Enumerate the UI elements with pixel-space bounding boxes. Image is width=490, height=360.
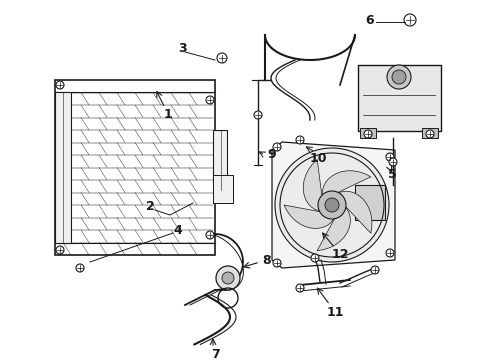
Polygon shape xyxy=(335,191,372,233)
FancyBboxPatch shape xyxy=(360,128,376,138)
Text: 12: 12 xyxy=(331,248,349,261)
Circle shape xyxy=(275,148,389,262)
FancyBboxPatch shape xyxy=(213,130,227,190)
Circle shape xyxy=(318,191,346,219)
FancyBboxPatch shape xyxy=(355,185,385,220)
Circle shape xyxy=(392,70,406,84)
Circle shape xyxy=(296,136,304,144)
Circle shape xyxy=(386,153,394,161)
Text: 5: 5 xyxy=(388,168,396,181)
Circle shape xyxy=(56,246,64,254)
FancyBboxPatch shape xyxy=(55,92,71,243)
FancyBboxPatch shape xyxy=(213,175,233,203)
Polygon shape xyxy=(303,159,324,211)
Text: 4: 4 xyxy=(173,224,182,237)
Circle shape xyxy=(389,158,397,166)
Text: 7: 7 xyxy=(211,347,220,360)
Polygon shape xyxy=(272,142,395,268)
Polygon shape xyxy=(317,205,350,251)
Polygon shape xyxy=(322,171,371,199)
Text: 9: 9 xyxy=(268,148,276,162)
Text: 11: 11 xyxy=(326,306,344,319)
Circle shape xyxy=(296,284,304,292)
Circle shape xyxy=(217,53,227,63)
FancyBboxPatch shape xyxy=(358,64,441,130)
Circle shape xyxy=(273,259,281,267)
Text: 1: 1 xyxy=(164,108,172,122)
Circle shape xyxy=(56,81,64,89)
Circle shape xyxy=(426,130,434,138)
Circle shape xyxy=(311,254,319,262)
Text: 2: 2 xyxy=(146,201,154,213)
Circle shape xyxy=(222,272,234,284)
Text: 3: 3 xyxy=(178,41,186,54)
Text: 8: 8 xyxy=(263,253,271,266)
Polygon shape xyxy=(284,205,335,229)
Circle shape xyxy=(404,14,416,26)
Circle shape xyxy=(364,130,372,138)
Circle shape xyxy=(76,264,84,272)
Circle shape xyxy=(216,266,240,290)
Circle shape xyxy=(254,111,262,119)
Circle shape xyxy=(386,249,394,257)
Text: 10: 10 xyxy=(309,152,327,165)
Circle shape xyxy=(206,231,214,239)
FancyBboxPatch shape xyxy=(422,128,438,138)
Circle shape xyxy=(387,65,411,89)
Circle shape xyxy=(371,266,379,274)
Circle shape xyxy=(273,143,281,151)
Circle shape xyxy=(206,96,214,104)
Circle shape xyxy=(325,198,339,212)
Text: 6: 6 xyxy=(366,13,374,27)
